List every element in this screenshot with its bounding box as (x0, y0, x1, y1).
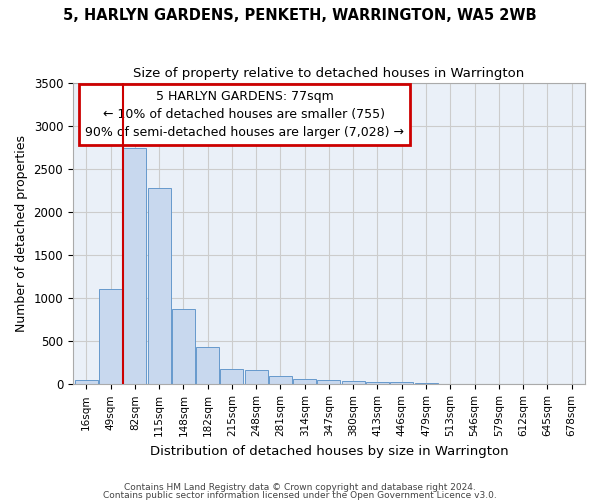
Bar (415, 383, 437, 384)
Bar (99, 289, 122, 384)
Text: Contains HM Land Registry data © Crown copyright and database right 2024.: Contains HM Land Registry data © Crown c… (124, 484, 476, 492)
Y-axis label: Number of detached properties: Number of detached properties (15, 135, 28, 332)
Bar (390, 382, 413, 384)
Bar (123, 148, 146, 384)
Bar (341, 381, 365, 384)
Bar (317, 380, 340, 384)
Bar (245, 370, 268, 384)
Bar (196, 348, 219, 385)
Bar (148, 188, 170, 384)
Bar (366, 382, 389, 384)
X-axis label: Distribution of detached houses by size in Warrington: Distribution of detached houses by size … (149, 444, 508, 458)
Text: 5 HARLYN GARDENS: 77sqm
← 10% of detached houses are smaller (755)
90% of semi-d: 5 HARLYN GARDENS: 77sqm ← 10% of detache… (85, 90, 404, 139)
Bar (269, 376, 292, 384)
Bar (75, 380, 98, 384)
Bar (293, 378, 316, 384)
Text: 5, HARLYN GARDENS, PENKETH, WARRINGTON, WA5 2WB: 5, HARLYN GARDENS, PENKETH, WARRINGTON, … (63, 8, 537, 22)
Text: Contains public sector information licensed under the Open Government Licence v3: Contains public sector information licen… (103, 490, 497, 500)
Bar (220, 370, 244, 384)
Title: Size of property relative to detached houses in Warrington: Size of property relative to detached ho… (133, 68, 524, 80)
Bar (172, 309, 195, 384)
